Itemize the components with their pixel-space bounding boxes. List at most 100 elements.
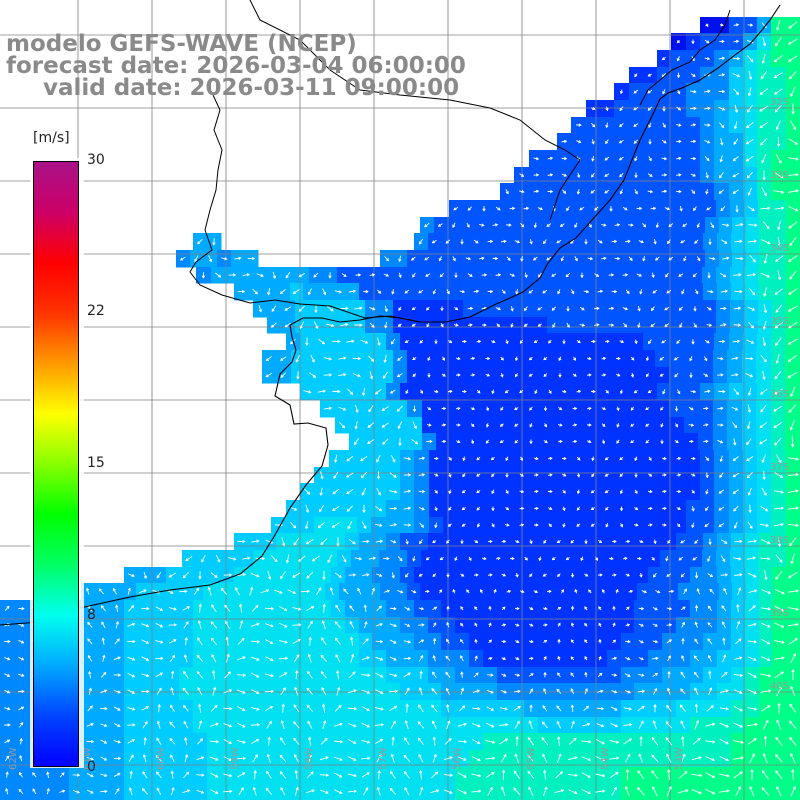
wind-arrow-head: [724, 289, 729, 293]
wind-arrow-head: [734, 109, 739, 114]
wind-arrow-head: [580, 275, 584, 279]
wind-arrow-head: [604, 173, 608, 177]
wind-arrow: [764, 253, 768, 264]
wind-arrow-head: [693, 324, 697, 328]
wind-arrow-head: [705, 191, 709, 195]
wind-arrow-head: [707, 140, 711, 144]
wind-arrow-head: [788, 225, 792, 229]
wind-arrow-head: [605, 124, 609, 129]
wind-arrow: [774, 104, 783, 113]
wind-arrow-head: [618, 140, 622, 144]
wind-arrow-head: [467, 207, 471, 211]
wind-arrow-head: [438, 258, 442, 262]
wind-arrow: [710, 222, 714, 228]
wind-arrow-head: [594, 207, 598, 211]
wind-arrow-head: [212, 242, 216, 246]
wind-arrow-head: [596, 306, 600, 311]
wind-arrow-head: [524, 274, 528, 279]
wind-arrow: [734, 240, 742, 243]
wind-arrow-head: [533, 340, 537, 343]
wind-arrow-head: [525, 206, 530, 211]
wind-arrow: [704, 156, 710, 161]
wind-arrow-head: [705, 23, 709, 28]
wind-arrow-head: [351, 339, 355, 343]
wind-arrow: [788, 288, 798, 295]
wind-arrow: [267, 288, 271, 295]
wind-arrow-head: [542, 290, 546, 294]
wind-arrow-head: [751, 208, 755, 212]
wind-arrow-head: [649, 173, 653, 177]
wind-arrow: [777, 270, 781, 280]
wind-arrow-head: [519, 340, 523, 344]
wind-arrow: [310, 354, 315, 363]
wind-arrow-head: [624, 324, 628, 328]
wind-arrow-head: [398, 307, 402, 311]
wind-arrow-head: [735, 209, 739, 213]
wind-arrow-head: [640, 240, 645, 244]
wind-arrow-head: [359, 306, 363, 310]
wind-arrow-head: [494, 256, 499, 261]
wind-arrow-head: [284, 324, 288, 328]
wind-arrow: [762, 37, 766, 46]
wind-arrow: [720, 206, 726, 211]
wind-arrow-head: [663, 140, 667, 144]
wind-arrow: [391, 338, 395, 345]
wind-arrow-head: [788, 325, 792, 329]
wind-arrow-head: [692, 139, 697, 144]
wind-arrow-head: [693, 106, 697, 111]
wind-arrow-head: [639, 291, 643, 295]
wind-arrow-head: [359, 323, 363, 327]
wind-arrow: [788, 55, 798, 62]
wind-arrow-head: [777, 243, 782, 247]
wind-arrow: [748, 321, 754, 329]
wind-arrow: [789, 270, 797, 280]
wind-arrow-head: [619, 90, 624, 95]
wind-arrow-head: [604, 190, 608, 194]
wind-arrow-head: [691, 58, 695, 62]
wind-arrow-head: [371, 324, 375, 328]
wind-arrow-head: [663, 156, 668, 161]
wind-arrow-head: [763, 310, 768, 314]
wind-arrow: [760, 272, 770, 278]
wind-arrow-head: [662, 124, 666, 128]
wind-arrow-head: [391, 291, 395, 295]
wind-arrow-head: [620, 339, 625, 344]
wind-arrow-head: [365, 289, 369, 294]
wind-arrow-head: [201, 275, 206, 279]
wind-arrow: [788, 221, 798, 229]
wind-arrow: [266, 356, 272, 361]
wind-arrow-head: [432, 291, 436, 295]
wind-arrow-head: [551, 307, 555, 311]
wind-arrow-head: [224, 257, 228, 261]
wind-arrow-head: [746, 109, 750, 113]
wind-arrow-head: [475, 240, 479, 244]
wind-arrow: [760, 88, 768, 95]
wind-arrow-head: [483, 273, 488, 277]
wind-arrow-head: [592, 339, 596, 344]
wind-arrow: [787, 190, 799, 193]
wind-arrow-head: [767, 241, 771, 245]
wind-arrow-head: [740, 256, 744, 261]
wind-arrow-head: [647, 73, 651, 77]
wind-arrow-head: [378, 290, 382, 294]
wind-arrow-head: [489, 239, 494, 244]
wind-arrow: [747, 240, 757, 243]
wind-arrow: [748, 87, 752, 96]
wind-arrow-head: [787, 308, 792, 312]
wind-arrow-head: [419, 340, 423, 344]
wind-arrow-head: [666, 290, 670, 294]
wind-arrow-head: [284, 307, 288, 311]
wind-arrow-head: [556, 240, 560, 244]
wind-arrow: [762, 221, 770, 229]
wind-arrow-head: [566, 308, 570, 312]
wind-arrow-head: [610, 273, 615, 277]
wind-arrow-head: [776, 27, 780, 31]
wind-arrow-head: [578, 140, 582, 144]
wind-arrow-head: [723, 323, 727, 327]
wind-arrow: [759, 105, 769, 112]
wind-arrow-head: [736, 74, 741, 78]
wind-arrow: [773, 190, 784, 193]
wind-arrow-head: [537, 307, 541, 311]
wind-arrow-head: [719, 159, 723, 163]
wind-arrow: [384, 305, 388, 312]
